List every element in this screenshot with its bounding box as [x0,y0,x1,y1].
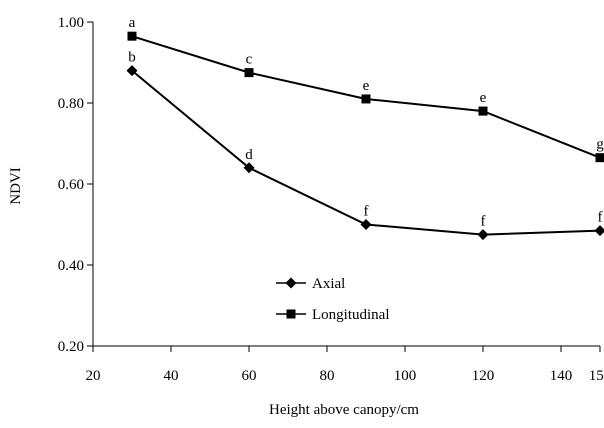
y-tick-label: 0.20 [58,339,84,355]
x-tick-label: 140 [550,368,573,384]
data-point-longitudinal [595,153,604,163]
significance-label-axial: b [128,50,136,66]
x-tick-label: 20 [86,368,101,384]
legend: Axial Longitudinal [276,276,390,323]
significance-label-axial: f [598,210,603,226]
legend-label-axial: Axial [312,276,345,292]
point-labels: b d f f f a c e e g [128,15,604,229]
significance-label-axial: d [245,147,253,163]
x-tick-label: 100 [394,368,417,384]
legend-label-longitudinal: Longitudinal [312,307,390,323]
data-point-longitudinal [361,94,371,104]
data-point-axial [360,219,372,230]
data-point-axial [477,229,489,241]
y-tick-label: 0.80 [58,96,84,112]
x-tick-label: 40 [164,368,179,384]
data-point-axial [126,65,138,77]
axes [92,22,600,347]
significance-label-longitudinal: e [363,78,370,94]
x-tick-label: 80 [320,368,335,384]
y-axis-title: NDVI [8,167,24,205]
x-axis-title: Height above canopy/cm [269,402,419,418]
y-tick-label: 1.00 [58,15,84,31]
data-point-axial [594,225,604,237]
legend-marker-longitudinal [286,309,296,319]
significance-label-axial: f [481,214,486,230]
significance-label-axial: f [364,204,369,220]
data-point-axial [243,162,255,174]
significance-label-longitudinal: a [129,15,136,31]
significance-label-longitudinal: g [596,137,604,153]
x-tick-label: 150 [589,368,604,384]
series-layer [126,31,604,241]
x-ticks: 20 40 60 80 100 120 140 150 [86,346,604,384]
y-tick-label: 0.40 [58,258,84,274]
data-point-longitudinal [478,106,488,116]
x-tick-label: 120 [472,368,495,384]
data-point-longitudinal [127,31,137,41]
significance-label-longitudinal: e [480,90,487,106]
data-point-longitudinal [244,68,254,78]
legend-marker-axial [285,277,297,289]
significance-label-longitudinal: c [246,52,253,68]
x-tick-label: 60 [242,368,257,384]
y-ticks: 0.20 0.40 0.60 0.80 1.00 [58,15,93,355]
y-tick-label: 0.60 [58,177,84,193]
